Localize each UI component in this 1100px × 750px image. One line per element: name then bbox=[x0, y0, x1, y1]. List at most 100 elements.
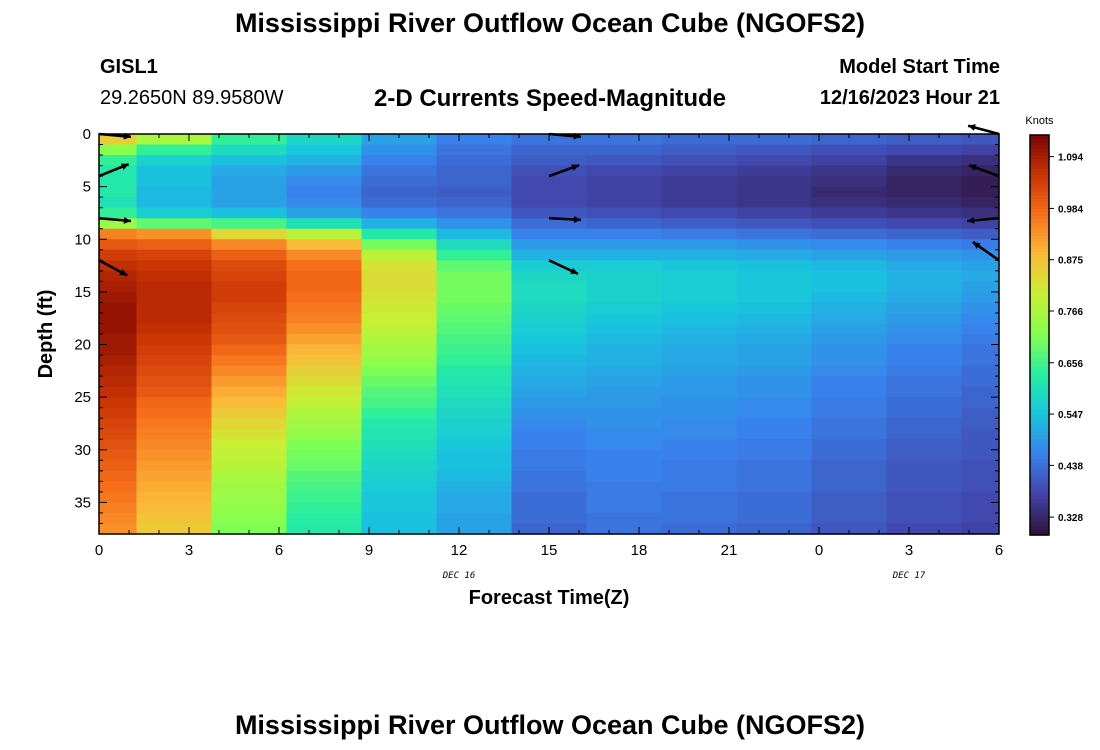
vector-head bbox=[120, 163, 129, 170]
colorbar-segment bbox=[1030, 521, 1049, 526]
heatmap-cell bbox=[436, 407, 513, 419]
colorbar-segment bbox=[1030, 361, 1049, 366]
heatmap-cell bbox=[736, 260, 813, 272]
heatmap-cell bbox=[99, 260, 138, 272]
heatmap-cell bbox=[661, 197, 738, 209]
heatmap-cell bbox=[361, 312, 438, 325]
heatmap-cell bbox=[361, 260, 438, 272]
colorbar-segment bbox=[1030, 455, 1049, 459]
colorbar-tick-label: 0.656 bbox=[1058, 359, 1083, 370]
heatmap-cell bbox=[436, 428, 513, 440]
current-vector-arrow bbox=[548, 216, 582, 224]
colorbar-segment bbox=[1030, 415, 1049, 419]
heatmap-cell bbox=[736, 449, 813, 461]
heatmap-cell bbox=[511, 281, 588, 293]
colorbar-segment bbox=[1030, 168, 1049, 173]
heatmap-cell bbox=[211, 407, 288, 419]
heatmap-cell bbox=[586, 207, 663, 219]
heatmap-cell bbox=[736, 291, 813, 304]
colorbar-segment bbox=[1030, 508, 1049, 513]
colorbar-segment bbox=[1030, 525, 1049, 529]
heatmap-cell bbox=[136, 428, 213, 440]
heatmap-cell bbox=[361, 376, 438, 388]
heatmap-cell bbox=[736, 523, 813, 535]
heatmap-cell bbox=[286, 491, 363, 504]
colorbar-segment bbox=[1030, 195, 1049, 199]
heatmap-cell bbox=[211, 291, 288, 304]
colorbar-segment bbox=[1030, 325, 1049, 329]
heatmap-cell bbox=[211, 323, 288, 335]
heatmap-cell bbox=[511, 460, 588, 472]
heatmap-cell bbox=[736, 165, 813, 177]
colorbar-segment bbox=[1030, 501, 1049, 506]
colorbar-segment bbox=[1030, 425, 1049, 429]
colorbar-segment bbox=[1030, 421, 1049, 426]
heatmap-cell bbox=[961, 260, 1000, 272]
current-vector-arrow bbox=[968, 163, 1000, 178]
heatmap-cell bbox=[586, 428, 663, 440]
heatmap-cell bbox=[886, 197, 963, 209]
colorbar-segment bbox=[1030, 215, 1049, 219]
heatmap-cell bbox=[886, 460, 963, 472]
heatmap-cell bbox=[586, 186, 663, 198]
heatmap-cell bbox=[586, 176, 663, 188]
heatmap-cell bbox=[811, 418, 888, 430]
heatmap-cell bbox=[661, 239, 738, 251]
heatmap-cell bbox=[886, 165, 963, 177]
heatmap-cell bbox=[286, 144, 363, 156]
heatmap-cell bbox=[511, 344, 588, 356]
colorbar-tick-label: 0.547 bbox=[1058, 410, 1083, 421]
vector-head bbox=[967, 216, 975, 224]
heatmap-cell bbox=[361, 334, 438, 346]
heatmap-cell bbox=[99, 491, 138, 504]
heatmap-cell bbox=[136, 281, 213, 293]
heatmap-cell bbox=[811, 365, 888, 377]
heatmap-cell bbox=[436, 144, 513, 156]
heatmap-cell bbox=[361, 428, 438, 440]
heatmap-cell bbox=[811, 186, 888, 198]
colorbar-segment bbox=[1030, 188, 1049, 193]
heatmap-cell bbox=[586, 239, 663, 251]
colorbar-segment bbox=[1030, 258, 1049, 263]
heatmap-cell bbox=[811, 134, 888, 146]
heatmap-cell bbox=[736, 386, 813, 398]
heatmap-cell bbox=[886, 428, 963, 440]
heatmap-cell bbox=[736, 218, 813, 230]
heatmap-cell bbox=[811, 460, 888, 472]
heatmap-cell bbox=[661, 323, 738, 335]
heatmap-cell bbox=[436, 523, 513, 535]
heatmap-cell bbox=[436, 439, 513, 451]
heatmap-cell bbox=[886, 249, 963, 261]
heatmap-cell bbox=[811, 376, 888, 388]
heatmap-cell bbox=[736, 270, 813, 282]
heatmap-cell bbox=[736, 502, 813, 514]
colorbar-segment bbox=[1030, 338, 1049, 343]
heatmap-cell bbox=[211, 512, 288, 525]
vector-head bbox=[123, 216, 131, 224]
heatmap-cell bbox=[436, 239, 513, 251]
heatmap-cell bbox=[99, 207, 138, 219]
heatmap-cell bbox=[436, 470, 513, 482]
heatmap-cell bbox=[361, 491, 438, 504]
heatmap-cell bbox=[961, 144, 1000, 156]
heatmap-cell bbox=[961, 239, 1000, 251]
colorbar-segment bbox=[1030, 441, 1049, 446]
heatmap-cell bbox=[286, 418, 363, 430]
heatmap-cell bbox=[99, 449, 138, 461]
colorbar-segment bbox=[1030, 245, 1049, 249]
heatmap-cell bbox=[511, 397, 588, 409]
heatmap-cell bbox=[99, 323, 138, 335]
colorbar-segment bbox=[1030, 478, 1049, 483]
y-tick-label: 20 bbox=[74, 337, 91, 354]
heatmap-cell bbox=[361, 365, 438, 377]
heatmap-cell bbox=[736, 376, 813, 388]
heatmap-cell bbox=[361, 302, 438, 314]
heatmap-cell bbox=[136, 523, 213, 535]
heatmap-cell bbox=[586, 470, 663, 482]
colorbar-segment bbox=[1030, 481, 1049, 486]
heatmap-cell bbox=[811, 249, 888, 261]
heatmap-cell bbox=[211, 376, 288, 388]
heatmap-cell bbox=[211, 481, 288, 493]
colorbar-segment bbox=[1030, 141, 1049, 146]
heatmap-cell bbox=[961, 134, 1000, 146]
